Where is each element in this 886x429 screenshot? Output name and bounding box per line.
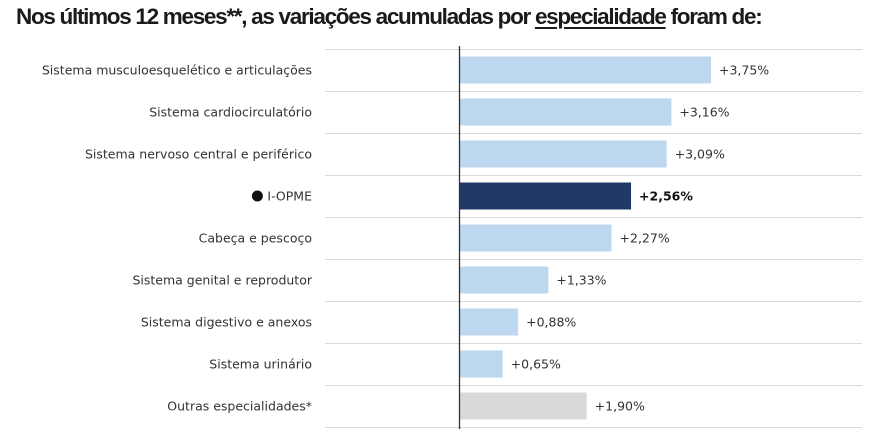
category-label-cabeca-e-pescoco: Cabeça e pescoço — [199, 231, 312, 246]
value-label-cabeca-e-pescoco: +2,27% — [620, 231, 670, 246]
title-underlined-word: especialidade — [534, 4, 667, 29]
value-labels: +3,75% +3,16% +3,09% +2,56% +2,27% +1,33% +0,8… — [511, 63, 770, 414]
category-labels: Sistema musculoesquelético e articulaçõe… — [42, 63, 313, 414]
bar-cabeca-e-pescoco — [459, 224, 612, 252]
category-label-sistema-musculoesqueletico-e-articulacoes: Sistema musculoesquelético e articulaçõe… — [42, 63, 312, 78]
category-label-sistema-digestivo-e-anexos: Sistema digestivo e anexos — [141, 315, 312, 330]
bars — [459, 56, 711, 420]
category-label-i-opme: I-OPME — [267, 189, 312, 204]
value-label-sistema-nervoso-central-e-periferico: +3,09% — [675, 147, 725, 162]
highlight-marker-icon — [251, 190, 263, 202]
value-label-i-opme: +2,56% — [639, 189, 693, 204]
bar-outras-especialidades — [459, 392, 587, 420]
value-label-sistema-musculoesqueletico-e-articulacoes: +3,75% — [719, 63, 769, 78]
category-label-sistema-cardiocirculatorio: Sistema cardiocirculatório — [149, 105, 312, 120]
bar-sistema-musculoesqueletico-e-articulacoes — [459, 56, 711, 84]
category-label-sistema-urinario: Sistema urinário — [209, 357, 312, 372]
category-label-sistema-genital-e-reprodutor: Sistema genital e reprodutor — [132, 273, 312, 288]
bar-sistema-digestivo-e-anexos — [459, 308, 519, 336]
bar-sistema-cardiocirculatorio — [459, 98, 672, 126]
bar-sistema-genital-e-reprodutor — [459, 266, 549, 294]
title-text-end: foram de: — [665, 4, 763, 29]
category-label-sistema-nervoso-central-e-periferico: Sistema nervoso central e periférico — [85, 147, 312, 162]
title-text-start: Nos últimos 12 meses**, as variações acu… — [16, 4, 535, 29]
category-label-outras-especialidades: Outras especialidades* — [167, 399, 312, 414]
value-label-sistema-genital-e-reprodutor: +1,33% — [556, 273, 606, 288]
gridlines — [325, 49, 862, 428]
bar-sistema-urinario — [459, 350, 503, 378]
chart-title: Nos últimos 12 meses**, as variações acu… — [16, 4, 763, 30]
bar-i-opme — [459, 182, 632, 210]
value-label-outras-especialidades: +1,90% — [595, 399, 645, 414]
bar-sistema-nervoso-central-e-periferico — [459, 140, 667, 168]
value-label-sistema-urinario: +0,65% — [511, 357, 561, 372]
value-label-sistema-cardiocirculatorio: +3,16% — [679, 105, 729, 120]
value-label-sistema-digestivo-e-anexos: +0,88% — [526, 315, 576, 330]
